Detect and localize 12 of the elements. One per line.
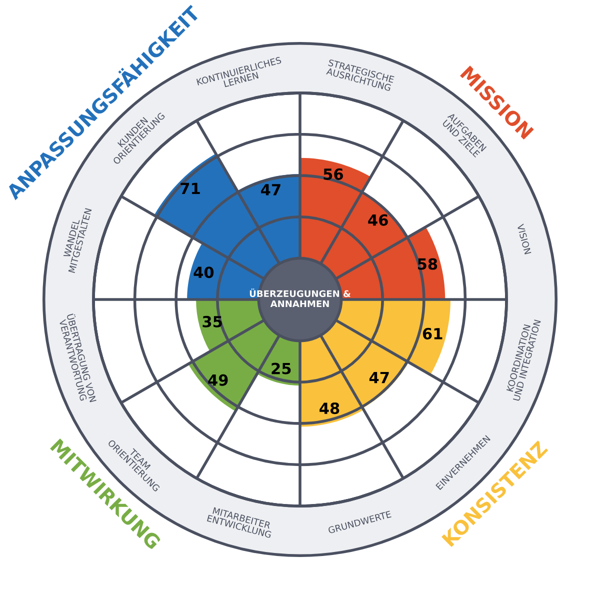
- data-label: 47: [369, 372, 389, 384]
- data-label: 47: [261, 184, 280, 196]
- data-label: 35: [202, 316, 222, 328]
- text: ÜBERZEUGUNGEN & ANNAHMEN: [250, 288, 351, 308]
- data-label: 49: [208, 374, 228, 386]
- data-label: 48: [320, 402, 340, 414]
- data-label: 25: [272, 362, 291, 374]
- data-label: 61: [422, 328, 442, 340]
- data-label: 40: [194, 266, 214, 278]
- data-label: 56: [324, 168, 344, 180]
- data-label: 46: [368, 214, 388, 226]
- category-label: VISION: [516, 224, 532, 254]
